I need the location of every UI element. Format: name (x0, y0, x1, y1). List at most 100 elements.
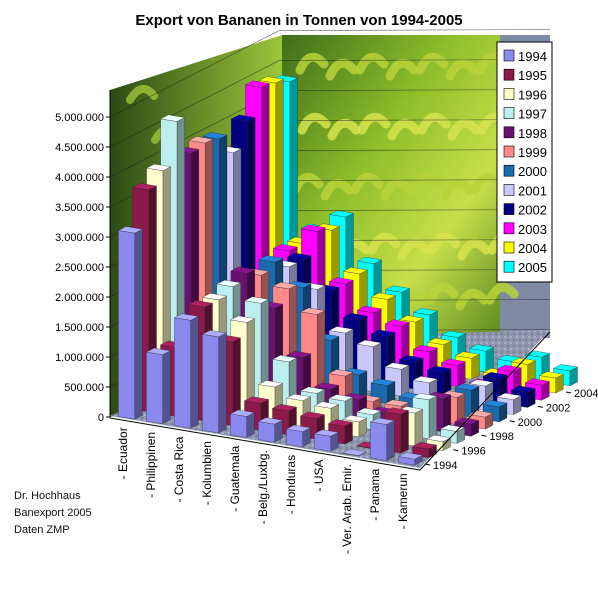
bar-side (400, 410, 409, 454)
x-tick-label: - Philippinen (144, 432, 158, 498)
bar-top (469, 344, 494, 352)
bar-top (440, 424, 466, 432)
bar-side (359, 370, 368, 400)
bar-top (370, 292, 396, 300)
bar-top (454, 383, 480, 391)
banana-shape (445, 58, 479, 81)
bar-top (272, 404, 297, 412)
banana-shape (126, 85, 158, 104)
bar-top (328, 419, 353, 427)
bar-top (510, 357, 536, 365)
bar-top (426, 337, 452, 345)
legend-label: 2003 (518, 222, 547, 237)
banana-shape (485, 282, 519, 305)
chart-title: Export von Bananen in Tonnen von 1994-20… (135, 12, 462, 29)
legend-label: 2000 (518, 164, 547, 179)
bar-1997-10 (440, 424, 466, 444)
bar-side (457, 361, 466, 387)
legend-swatch (503, 49, 515, 62)
banana-shape (325, 58, 359, 81)
grid-line (109, 29, 551, 118)
bar-top (272, 355, 298, 363)
x-tick-label: - Ecuador (116, 427, 130, 479)
bar-top (328, 277, 354, 285)
bar-top (216, 279, 242, 287)
bar-top (117, 226, 143, 234)
y-tick-label: 4.500.000 (55, 142, 104, 154)
bar-top (230, 315, 256, 323)
depth-tick-label: 2004 (574, 388, 598, 400)
bar-top (258, 255, 284, 263)
bar-top (146, 163, 172, 171)
x-tick-label: - Ver. Arab. Emir. (340, 464, 354, 554)
bar-top (188, 300, 213, 308)
depth-tick-mark (509, 420, 515, 423)
bar-top (132, 183, 157, 191)
bar-top (454, 351, 480, 359)
banana-shape (387, 118, 421, 141)
bar-side (386, 420, 395, 461)
bar-top (510, 385, 536, 393)
depth-tick-mark (424, 463, 431, 466)
bar-top (482, 372, 508, 380)
bar-top (412, 376, 438, 384)
y-tick-label: 5.000.000 (55, 112, 104, 124)
bar-top (385, 285, 410, 293)
bar-side (414, 408, 423, 447)
legend-items: 1994 1995 1996 1997 1998 1999 2000 2001 2002 2003… (503, 49, 547, 275)
x-tick-label: - Panama (368, 468, 382, 520)
bar-top (341, 448, 367, 456)
x-tick-label: - Guatemala (228, 445, 242, 511)
bar-top (342, 415, 368, 423)
bar-top (538, 371, 564, 379)
y-tick-label: 500.000 (64, 382, 104, 394)
bar-top (412, 442, 437, 450)
banana-shape (320, 178, 354, 201)
bar-front (174, 317, 191, 429)
bar-top (229, 409, 255, 417)
bar-top (300, 307, 326, 315)
bar-top (286, 350, 312, 358)
legend-swatch (503, 68, 515, 81)
bar-top (496, 364, 522, 372)
credit-line-2: Banexport 2005 (14, 507, 92, 519)
legend-label: 2004 (518, 241, 547, 256)
depth-axis-line (419, 331, 551, 471)
legend: 1994 1995 1996 1997 1998 1999 2000 2001 2002 2003… (496, 41, 553, 283)
bar-side (428, 395, 437, 440)
depth-tick-label: 2002 (546, 402, 570, 414)
bar-top (202, 132, 228, 140)
bar-top (173, 313, 199, 321)
legend-swatch (503, 260, 515, 273)
banana-shape (447, 118, 481, 141)
banana-shape (380, 178, 414, 201)
depth-tick-mark (537, 405, 543, 408)
bar-front (230, 413, 247, 438)
bar-top (384, 319, 410, 327)
x-axis-ticks: - Ecuador - Philippinen - Costa Rica - Kolu… (116, 427, 410, 554)
bar-1994-4 (229, 409, 255, 438)
bar-side (471, 354, 480, 380)
bar-top (230, 114, 256, 122)
credit-line-1: Dr. Hochhaus (14, 490, 81, 502)
bar-top (314, 382, 340, 390)
legend-label: 2005 (518, 260, 547, 275)
bar-side (401, 365, 410, 397)
bar-top (230, 266, 256, 274)
bar-top (258, 380, 284, 388)
bars (117, 75, 578, 466)
bar-1994-1 (145, 347, 171, 424)
bar-side (246, 412, 255, 438)
bar-top (468, 379, 494, 387)
bar-top (272, 282, 298, 290)
x-tick-label: - Kamerun (396, 473, 410, 529)
banana-shape (350, 172, 384, 195)
bar-top (342, 267, 368, 275)
bar-top (328, 394, 354, 402)
bar-front (118, 230, 135, 420)
depth-axis-ticks: 1994 1996 1998 2000 2002 2004 (424, 388, 598, 472)
banana-shape (410, 172, 444, 195)
banana-shape (427, 232, 461, 255)
y-tick-label: 0 (98, 412, 104, 424)
bar-top (342, 313, 368, 321)
